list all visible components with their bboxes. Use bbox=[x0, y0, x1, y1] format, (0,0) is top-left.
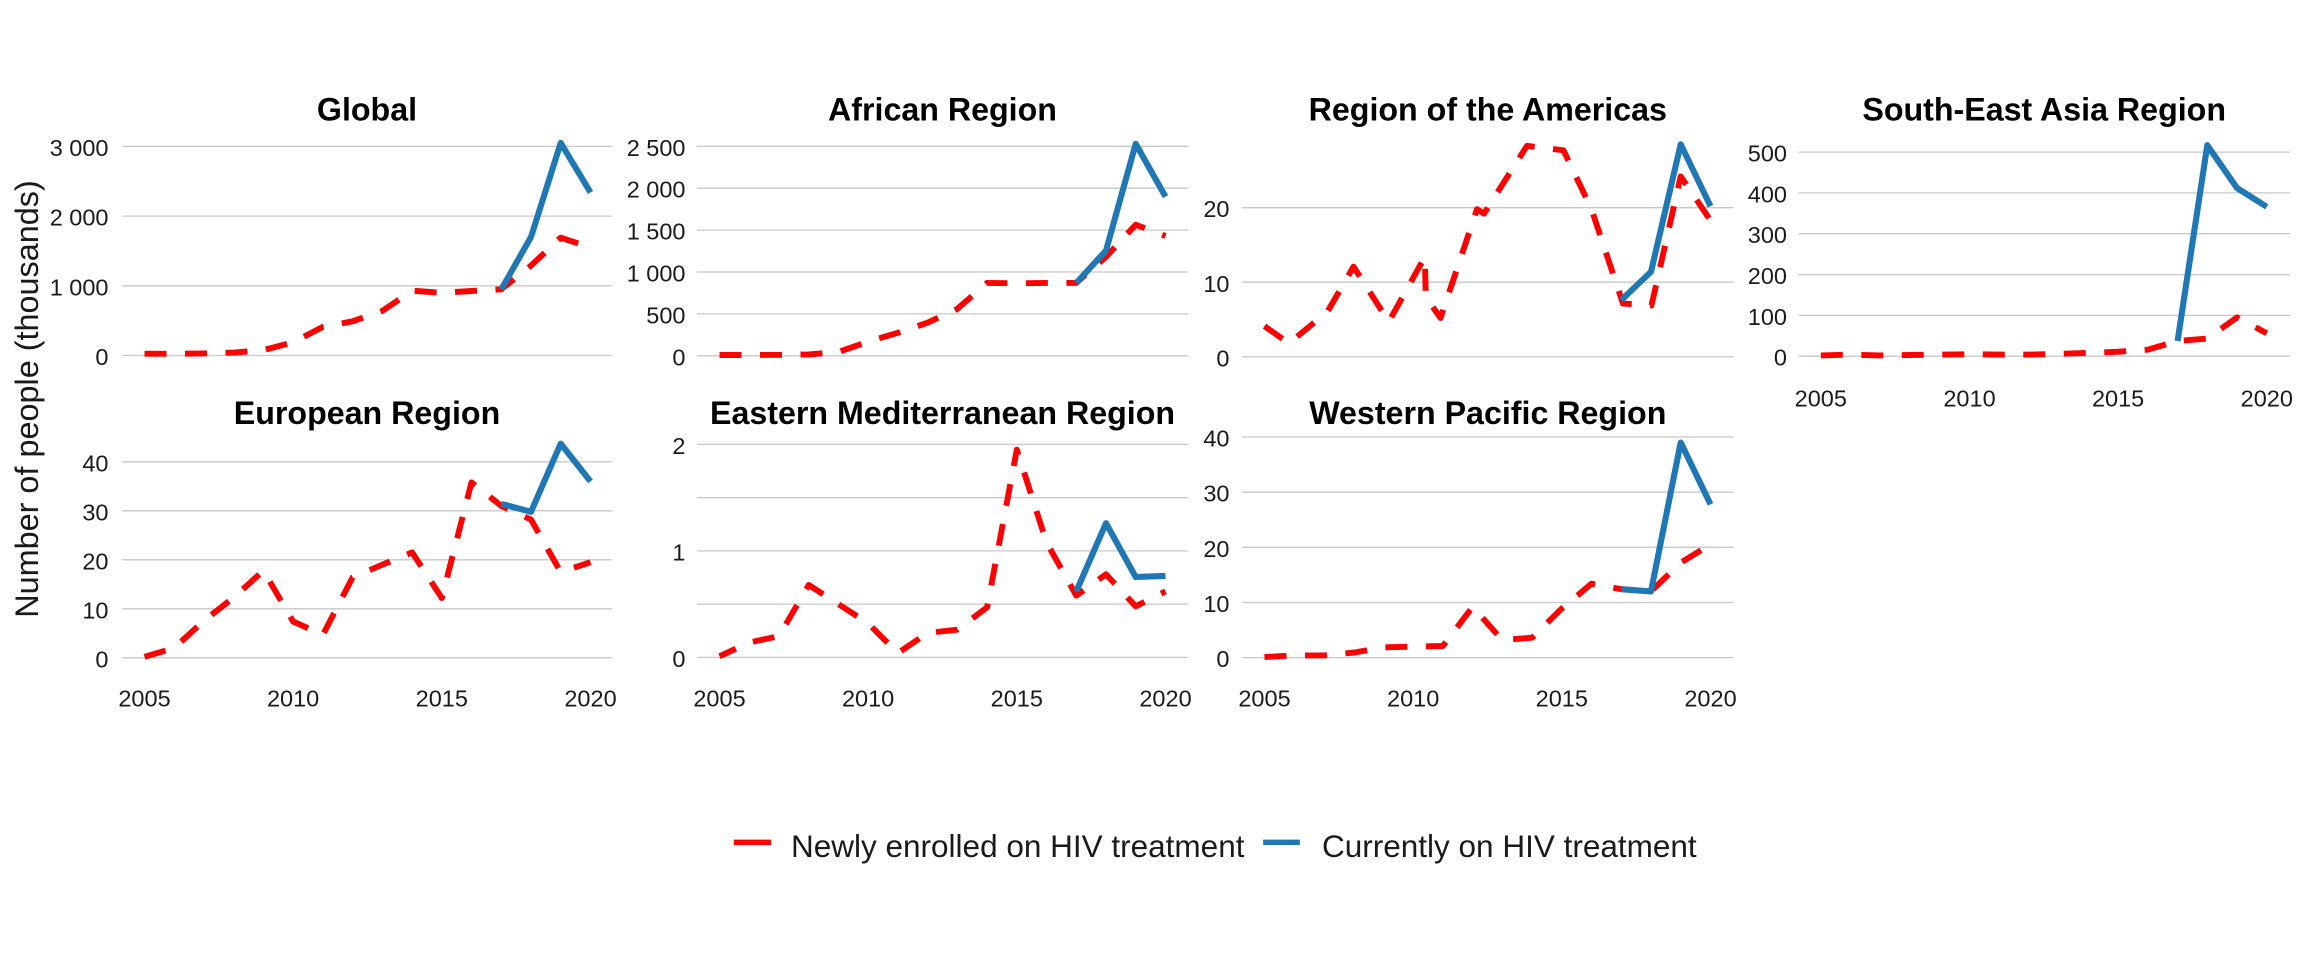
svg-text:10: 10 bbox=[82, 597, 108, 623]
svg-text:0: 0 bbox=[95, 344, 108, 370]
svg-text:South-East Asia Region: South-East Asia Region bbox=[1862, 92, 2226, 128]
svg-text:Western Pacific Region: Western Pacific Region bbox=[1309, 395, 1666, 431]
svg-text:European Region: European Region bbox=[234, 395, 500, 431]
svg-text:0: 0 bbox=[672, 344, 685, 370]
svg-text:1 000: 1 000 bbox=[627, 261, 686, 287]
svg-text:1 000: 1 000 bbox=[50, 274, 109, 300]
svg-text:Eastern Mediterranean Region: Eastern Mediterranean Region bbox=[710, 395, 1175, 431]
svg-text:2: 2 bbox=[672, 433, 685, 459]
svg-text:2005: 2005 bbox=[118, 686, 170, 712]
svg-text:African Region: African Region bbox=[828, 92, 1057, 128]
svg-text:100: 100 bbox=[1748, 304, 1787, 330]
svg-text:2015: 2015 bbox=[991, 686, 1043, 712]
svg-text:2015: 2015 bbox=[2092, 386, 2144, 412]
svg-text:2010: 2010 bbox=[1943, 386, 1995, 412]
svg-text:500: 500 bbox=[1748, 141, 1787, 167]
svg-text:200: 200 bbox=[1748, 263, 1787, 289]
svg-text:2005: 2005 bbox=[1795, 386, 1847, 412]
svg-text:2005: 2005 bbox=[693, 686, 745, 712]
svg-text:Currently on HIV treatment: Currently on HIV treatment bbox=[1322, 828, 1697, 864]
svg-text:2015: 2015 bbox=[1536, 686, 1588, 712]
svg-text:2010: 2010 bbox=[842, 686, 894, 712]
svg-text:2 000: 2 000 bbox=[627, 177, 686, 203]
svg-text:0: 0 bbox=[672, 646, 685, 672]
svg-text:0: 0 bbox=[1216, 345, 1229, 371]
svg-text:40: 40 bbox=[82, 450, 108, 476]
svg-text:2020: 2020 bbox=[1139, 686, 1191, 712]
svg-text:400: 400 bbox=[1748, 181, 1787, 207]
svg-text:20: 20 bbox=[1203, 196, 1229, 222]
svg-text:1: 1 bbox=[672, 539, 685, 565]
svg-text:30: 30 bbox=[1203, 481, 1229, 507]
svg-text:2 000: 2 000 bbox=[50, 205, 109, 231]
svg-text:Global: Global bbox=[317, 92, 417, 128]
svg-text:10: 10 bbox=[1203, 591, 1229, 617]
svg-text:2 500: 2 500 bbox=[627, 135, 686, 161]
svg-text:2010: 2010 bbox=[267, 686, 319, 712]
svg-text:300: 300 bbox=[1748, 222, 1787, 248]
svg-text:2005: 2005 bbox=[1238, 686, 1290, 712]
svg-text:2020: 2020 bbox=[564, 686, 616, 712]
svg-text:Newly enrolled on HIV treatmen: Newly enrolled on HIV treatment bbox=[791, 828, 1245, 864]
svg-text:0: 0 bbox=[1774, 345, 1787, 371]
svg-text:500: 500 bbox=[646, 302, 685, 328]
svg-text:Number of people (thousands): Number of people (thousands) bbox=[9, 180, 45, 618]
svg-text:20: 20 bbox=[82, 548, 108, 574]
svg-text:1 500: 1 500 bbox=[627, 219, 686, 245]
svg-text:2020: 2020 bbox=[2241, 386, 2293, 412]
svg-text:Region of the Americas: Region of the Americas bbox=[1309, 92, 1667, 128]
svg-text:20: 20 bbox=[1203, 536, 1229, 562]
svg-text:40: 40 bbox=[1203, 426, 1229, 452]
svg-text:2015: 2015 bbox=[416, 686, 468, 712]
svg-text:10: 10 bbox=[1203, 271, 1229, 297]
svg-text:30: 30 bbox=[82, 499, 108, 525]
svg-text:0: 0 bbox=[1216, 646, 1229, 672]
svg-text:0: 0 bbox=[95, 646, 108, 672]
svg-text:2010: 2010 bbox=[1387, 686, 1439, 712]
svg-text:3 000: 3 000 bbox=[50, 135, 109, 161]
svg-text:2020: 2020 bbox=[1684, 686, 1736, 712]
